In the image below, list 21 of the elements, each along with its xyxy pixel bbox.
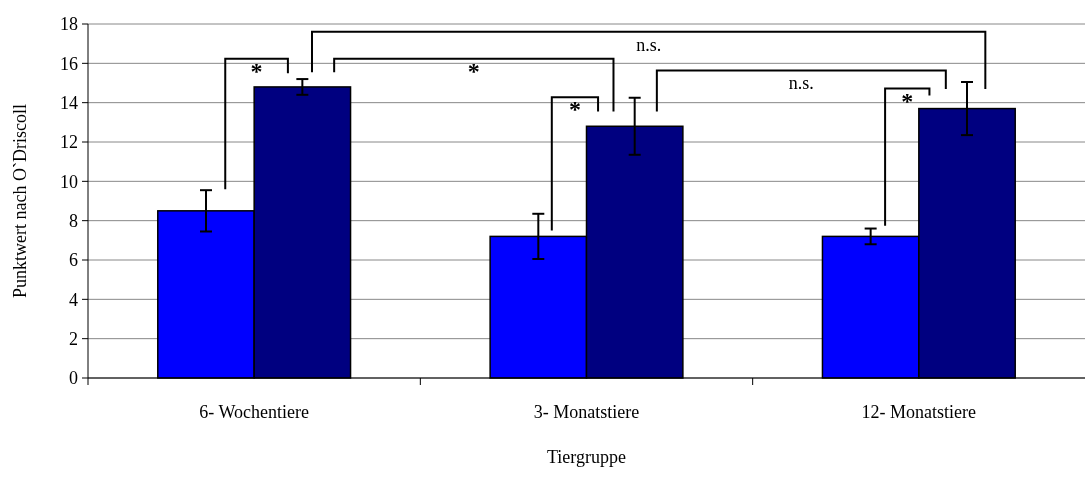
x-tick-label: 6- Wochentiere [199,402,310,422]
y-tick-label: 10 [60,171,78,192]
y-tick-label: 0 [69,368,78,389]
y-tick-label: 12 [60,132,78,153]
x-tick-label: 3- Monatstiere [533,402,640,422]
x-axis-title: Tiergruppe [546,447,627,467]
annotation: * [250,57,263,84]
y-tick-label: 16 [60,53,78,74]
annotation: * [568,96,581,123]
annotation: n.s. [788,73,814,94]
y-tick-label: 8 [69,210,78,231]
y-axis-title: Punktwert nach O`Driscoll [10,104,30,298]
y-tick-label: 18 [60,14,78,35]
y-tick-label: 6 [69,250,78,271]
annotation: * [467,57,480,84]
annotation: n.s. [636,34,662,55]
annotation: * [901,87,914,114]
x-tick-label: 12- Monatstiere [861,402,977,422]
y-tick-label: 14 [60,92,78,113]
y-tick-label: 4 [69,289,78,310]
y-tick-label: 2 [69,328,78,349]
